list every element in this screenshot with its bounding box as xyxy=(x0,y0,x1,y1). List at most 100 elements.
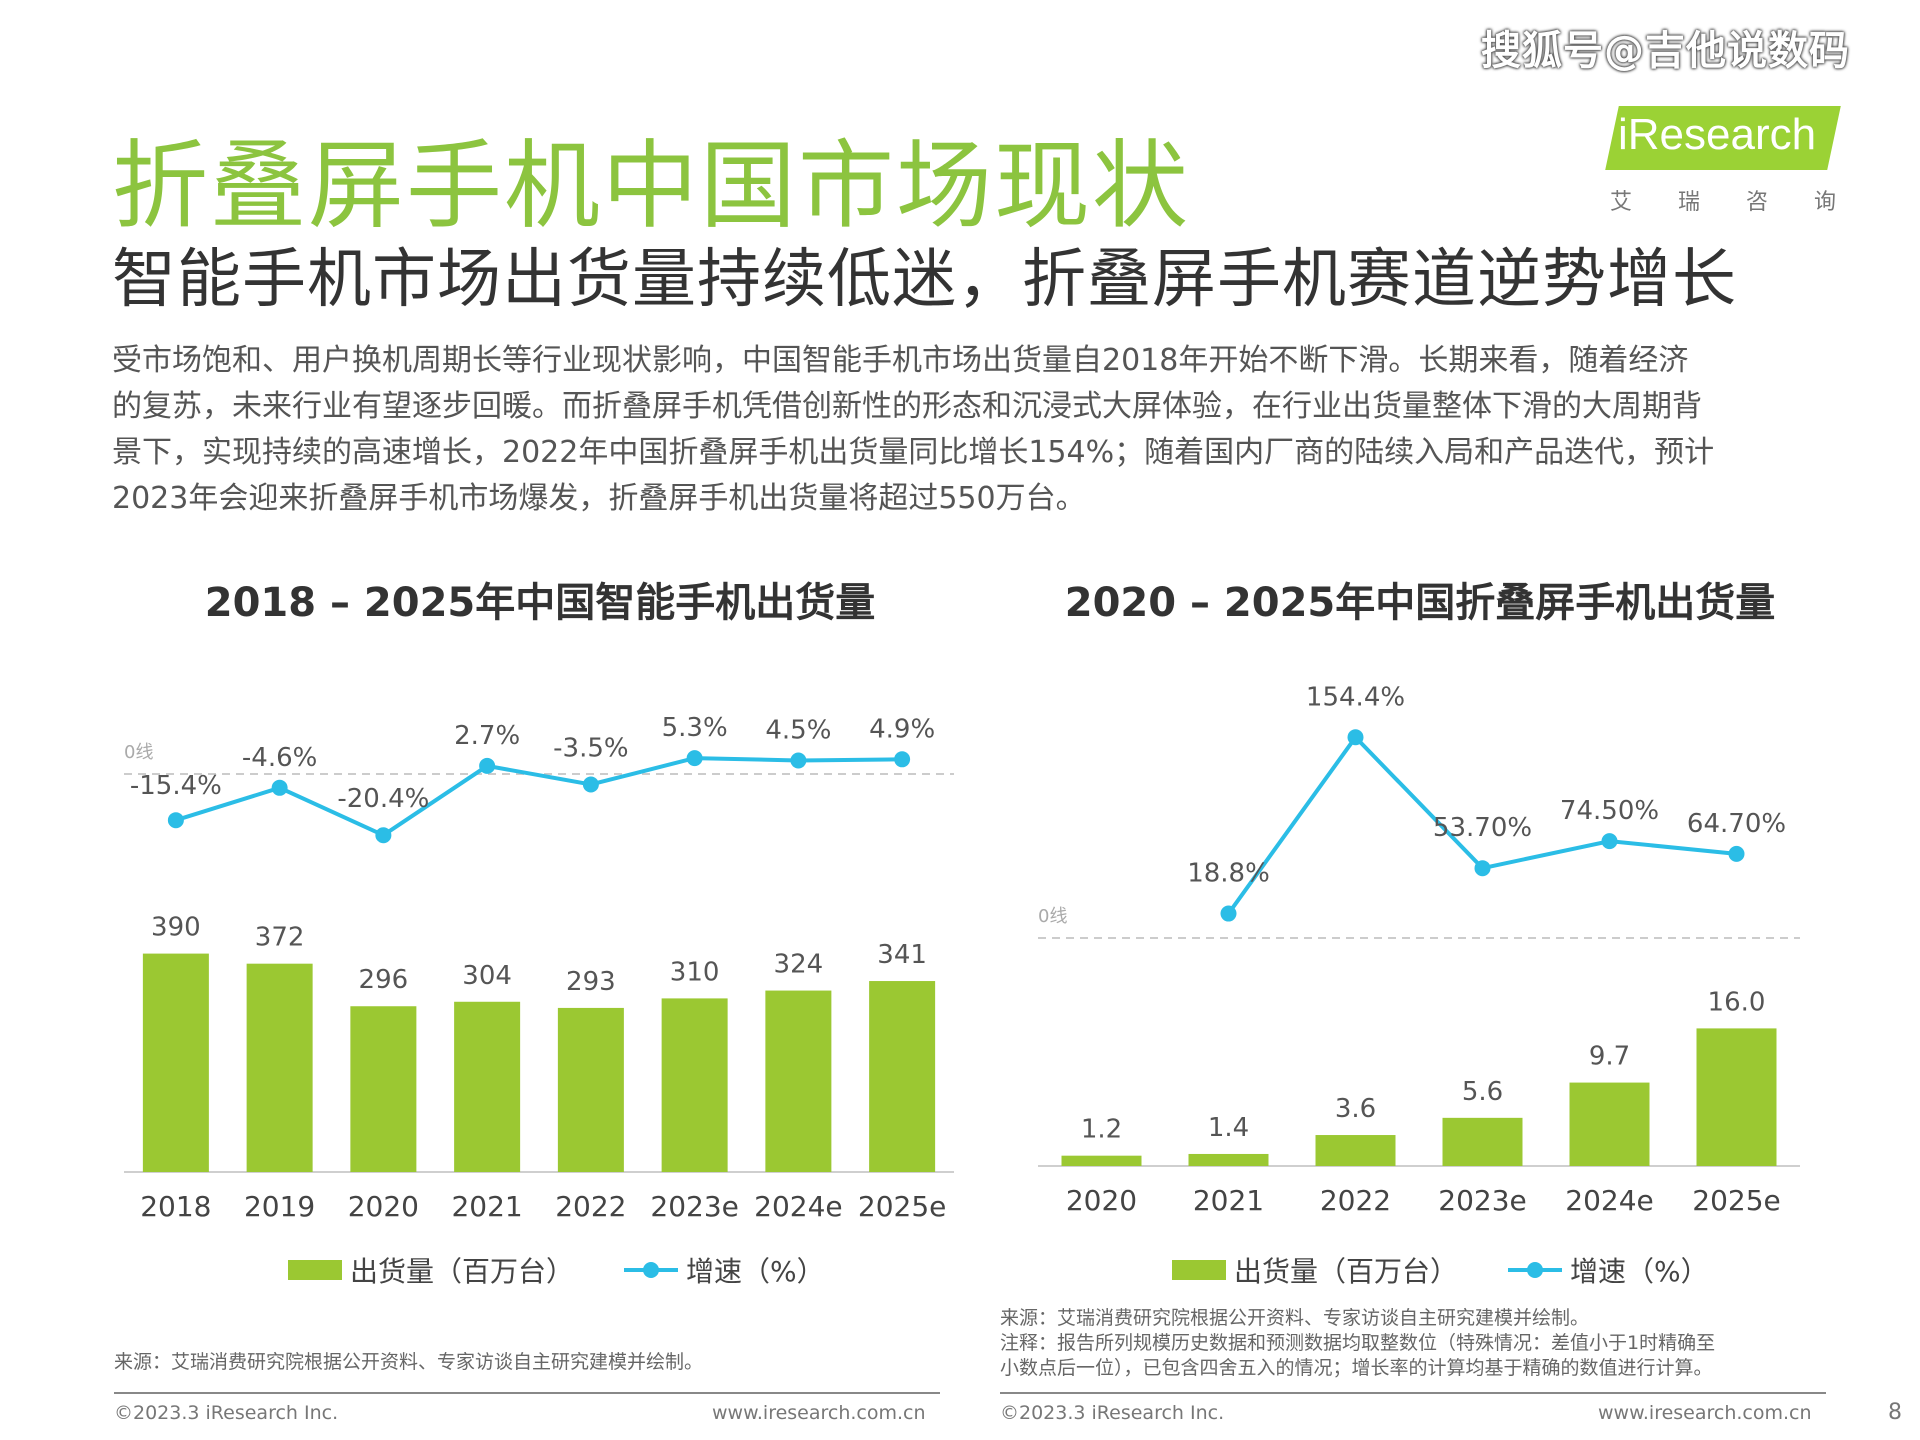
body-line: 受市场饱和、用户换机周期长等行业现状影响，中国智能手机市场出货量自2018年开始… xyxy=(112,343,1689,378)
growth-point xyxy=(271,779,288,796)
chart2-legend: 出货量（百万台） 增速（%） xyxy=(1172,1250,1709,1290)
x-tick-label: 2021 xyxy=(451,1190,522,1223)
legend-item-shipments: 出货量（百万台） xyxy=(1172,1250,1458,1290)
logo-sub-char: 艾 xyxy=(1610,190,1633,215)
watermark: 搜狐号@吉他说数码 xyxy=(1481,28,1850,74)
growth-point xyxy=(790,752,807,769)
growth-value-label: 5.3% xyxy=(662,713,728,743)
x-tick-label: 2023e xyxy=(650,1190,738,1223)
bar xyxy=(661,998,728,1172)
bar-value-label: 372 xyxy=(255,923,305,953)
legend-item-growth: 增速（%） xyxy=(1508,1250,1709,1290)
growth-value-label: 4.5% xyxy=(765,716,831,746)
bar-value-label: 310 xyxy=(670,957,720,987)
bar xyxy=(557,1007,624,1172)
growth-point xyxy=(582,776,599,793)
chart2-notes: 来源：艾瑞消费研究院根据公开资料、专家访谈自主研究建模并绘制。 注释：报告所列规… xyxy=(1000,1306,1830,1381)
bar-value-label: 5.6 xyxy=(1462,1077,1503,1107)
body-line: 的复苏，未来行业有望逐步回暖。而折叠屏手机凭借创新性的形态和沉浸式大屏体验，在行… xyxy=(112,389,1702,424)
x-tick-label: 2019 xyxy=(244,1190,315,1223)
legend-bar-swatch xyxy=(288,1260,342,1280)
bar-value-label: 304 xyxy=(462,961,512,991)
x-tick-label: 2020 xyxy=(1066,1184,1137,1217)
chart2-title: 2020 – 2025年中国折叠屏手机出货量 xyxy=(1064,580,1776,626)
bar-value-label: 324 xyxy=(774,950,824,980)
legend-label: 出货量（百万台） xyxy=(1234,1255,1459,1288)
bar xyxy=(454,1001,521,1172)
growth-value-label: 18.8% xyxy=(1187,859,1270,889)
footer-copyright: ©2023.3 iResearch Inc. xyxy=(114,1402,339,1424)
x-tick-label: 2022 xyxy=(555,1190,626,1223)
bar xyxy=(869,981,936,1172)
x-tick-label: 2022 xyxy=(1320,1184,1391,1217)
growth-value-label: -3.5% xyxy=(553,734,628,764)
bar xyxy=(1188,1153,1269,1166)
footer-url[interactable]: www.iresearch.com.cn xyxy=(712,1402,926,1424)
legend-item-shipments: 出货量（百万台） xyxy=(288,1250,574,1290)
growth-point xyxy=(1601,833,1618,850)
growth-point xyxy=(1474,860,1491,877)
page-subtitle: 智能手机市场出货量持续低迷，折叠屏手机赛道逆势增长 xyxy=(112,243,1737,317)
bar xyxy=(765,990,832,1172)
bar-value-label: 293 xyxy=(566,967,616,997)
growth-line xyxy=(175,756,903,838)
zero-line-label: 0线 xyxy=(1038,906,1067,927)
bar xyxy=(350,1006,417,1172)
bar xyxy=(1315,1135,1396,1166)
footer-divider xyxy=(1000,1392,1826,1394)
bar-value-label: 390 xyxy=(151,913,201,943)
footer-copyright: ©2023.3 iResearch Inc. xyxy=(1000,1402,1225,1424)
legend-item-growth: 增速（%） xyxy=(624,1250,825,1290)
zero-line-label: 0线 xyxy=(124,742,153,763)
logo-sub-char: 询 xyxy=(1813,190,1836,215)
growth-value-label: 154.4% xyxy=(1306,682,1405,712)
growth-value-label: -4.6% xyxy=(242,743,317,773)
bar-value-label: 16.0 xyxy=(1708,987,1766,1017)
growth-point xyxy=(1220,905,1237,922)
chart1-source-note: 来源：艾瑞消费研究院根据公开资料、专家访谈自主研究建模并绘制。 xyxy=(114,1351,704,1373)
logo-text: iResearch xyxy=(1618,110,1817,159)
growth-value-label: -20.4% xyxy=(337,784,429,814)
growth-value-label: 64.70% xyxy=(1687,809,1786,839)
growth-point xyxy=(479,757,496,774)
x-tick-label: 2023e xyxy=(1438,1184,1526,1217)
note-line: 小数点后一位），已包含四舍五入的情况；增长率的计算均基于精确的数值进行计算。 xyxy=(1000,1357,1713,1379)
chart1-legend: 出货量（百万台） 增速（%） xyxy=(288,1250,825,1290)
legend-label: 增速（%） xyxy=(1570,1255,1709,1288)
bar-value-label: 9.7 xyxy=(1589,1042,1630,1072)
footer-url[interactable]: www.iresearch.com.cn xyxy=(1598,1402,1812,1424)
x-tick-label: 2020 xyxy=(348,1190,419,1223)
logo-subtitle: 艾 瑞 咨 询 xyxy=(1610,184,1836,216)
page-number: 8 xyxy=(1888,1400,1902,1425)
note-line: 来源：艾瑞消费研究院根据公开资料、专家访谈自主研究建模并绘制。 xyxy=(1000,1307,1590,1329)
growth-value-label: 2.7% xyxy=(454,721,520,751)
growth-value-label: 74.50% xyxy=(1560,796,1659,826)
bar xyxy=(1061,1155,1142,1166)
bar-value-label: 341 xyxy=(877,940,927,970)
bar-value-label: 296 xyxy=(359,965,409,995)
bar xyxy=(1442,1117,1523,1166)
x-tick-label: 2024e xyxy=(754,1190,842,1223)
legend-label: 增速（%） xyxy=(686,1255,825,1288)
page-title: 折叠屏手机中国市场现状 xyxy=(112,130,1190,242)
growth-value-label: -15.4% xyxy=(130,771,222,801)
growth-point xyxy=(375,827,392,844)
bar xyxy=(142,953,209,1172)
bar-value-label: 1.4 xyxy=(1208,1113,1249,1143)
legend-label: 出货量（百万台） xyxy=(350,1255,575,1288)
bar xyxy=(1569,1082,1650,1166)
growth-point xyxy=(167,812,184,829)
x-tick-label: 2025e xyxy=(1692,1184,1780,1217)
logo-sub-char: 瑞 xyxy=(1677,190,1700,215)
logo-sub-char: 咨 xyxy=(1745,190,1768,215)
growth-point xyxy=(894,751,911,768)
legend-line-swatch xyxy=(1508,1262,1563,1278)
body-line: 景下，实现持续的高速增长，2022年中国折叠屏手机出货量同比增长154%；随着国… xyxy=(112,435,1715,470)
bar xyxy=(246,963,313,1172)
growth-point xyxy=(1347,729,1364,746)
growth-point xyxy=(686,750,703,767)
growth-value-label: 4.9% xyxy=(869,714,935,744)
x-tick-label: 2025e xyxy=(858,1190,946,1223)
note-line: 注释：报告所列规模历史数据和预测数据均取整数位（特殊情况：差值小于1时精确至 xyxy=(1000,1332,1716,1354)
x-tick-label: 2024e xyxy=(1565,1184,1653,1217)
